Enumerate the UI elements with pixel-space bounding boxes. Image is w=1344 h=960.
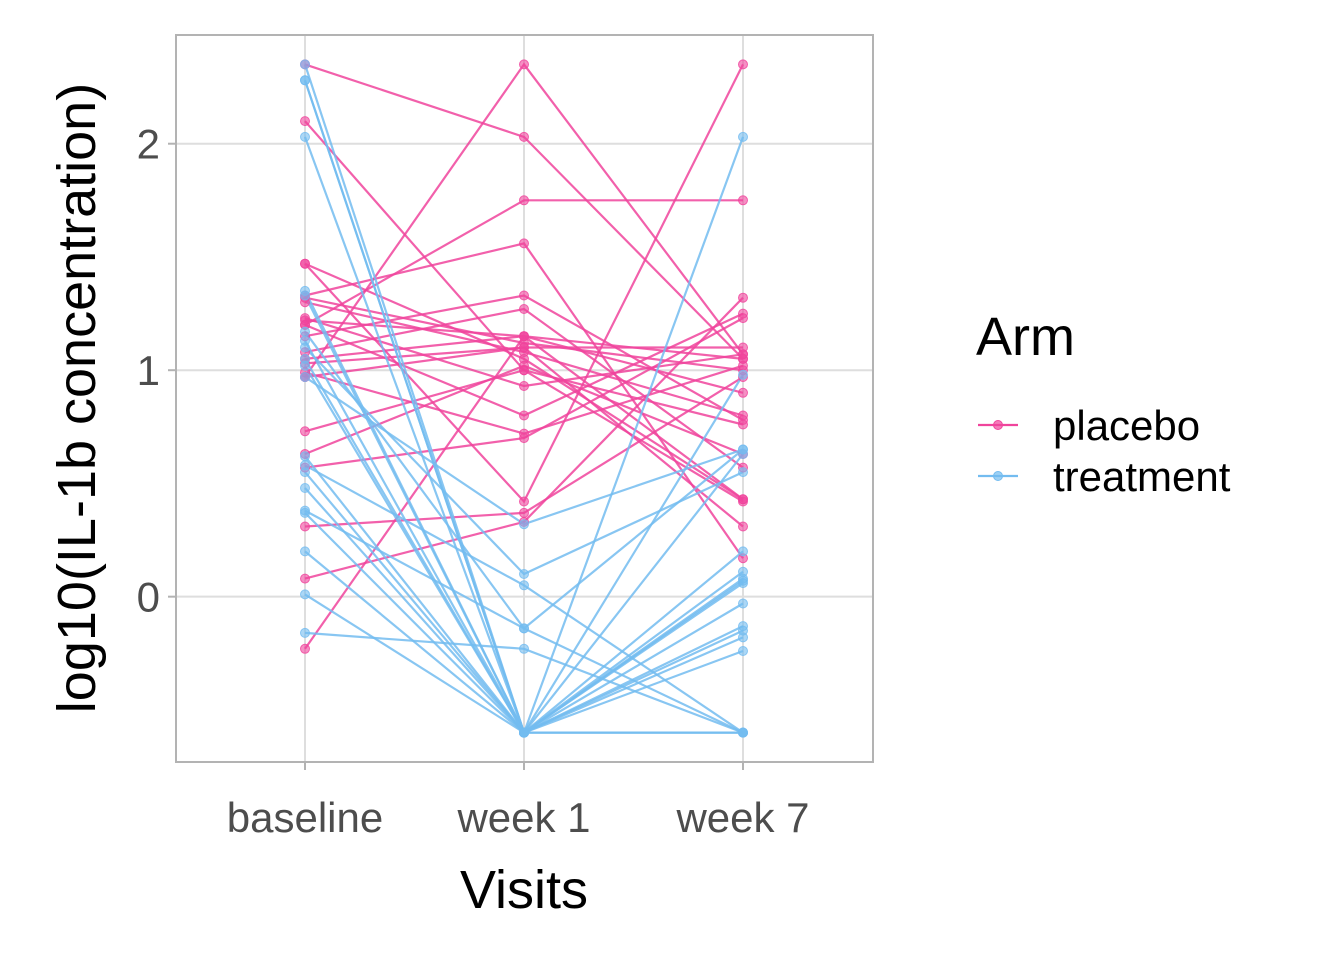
data-point-placebo <box>738 521 748 532</box>
data-point-treatment <box>519 643 529 654</box>
data-point-treatment <box>300 546 310 557</box>
legend-label-treatment: treatment <box>1053 453 1231 500</box>
x-tick-label: week 7 <box>675 794 809 841</box>
data-point-treatment <box>738 646 748 656</box>
data-point-placebo <box>738 195 748 206</box>
data-point-placebo <box>738 494 748 505</box>
data-point-treatment <box>738 444 748 455</box>
data-point-placebo <box>519 131 529 142</box>
data-point-treatment <box>738 578 748 589</box>
data-point-treatment <box>519 569 529 579</box>
data-point-placebo <box>300 426 310 437</box>
data-point-treatment <box>300 131 310 142</box>
data-point-treatment <box>738 727 748 738</box>
data-point-placebo <box>300 573 310 584</box>
data-point-treatment <box>300 627 310 638</box>
legend-label-placebo: placebo <box>1053 402 1200 449</box>
data-point-placebo <box>738 292 748 303</box>
legend-key-point-treatment <box>993 471 1003 481</box>
legend-title: Arm <box>976 307 1075 367</box>
data-point-treatment <box>300 342 310 353</box>
data-point-placebo <box>738 419 748 430</box>
data-point-placebo <box>519 507 529 518</box>
data-point-treatment <box>738 546 748 557</box>
y-tick-label: 0 <box>137 574 160 621</box>
data-point-treatment <box>300 372 310 382</box>
data-point-treatment <box>300 451 310 462</box>
data-points <box>300 59 748 738</box>
data-point-treatment <box>738 566 748 577</box>
data-point-placebo <box>519 410 529 421</box>
legend-key-point-placebo <box>993 420 1003 430</box>
data-point-placebo <box>738 387 748 398</box>
data-point-placebo <box>519 433 529 444</box>
data-point-placebo <box>738 360 748 371</box>
data-point-treatment <box>738 625 748 636</box>
data-point-treatment <box>300 59 310 70</box>
data-point-placebo <box>519 195 529 206</box>
data-point-placebo <box>519 238 529 249</box>
data-point-treatment <box>300 75 310 86</box>
data-point-treatment <box>300 467 310 478</box>
data-point-placebo <box>519 342 529 353</box>
y-tick-label: 2 <box>137 121 160 168</box>
data-point-placebo <box>519 331 529 342</box>
data-point-treatment <box>519 623 529 634</box>
x-axis-title: Visits <box>460 860 588 920</box>
data-point-treatment <box>519 519 529 530</box>
data-point-placebo <box>738 313 748 324</box>
data-point-treatment <box>519 727 529 738</box>
x-tick-label: baseline <box>227 794 383 841</box>
data-point-placebo <box>519 360 529 371</box>
y-tick-label: 1 <box>137 347 160 394</box>
y-axis-title: log10(IL-1b concentration) <box>47 83 107 713</box>
data-point-treatment <box>738 598 748 609</box>
data-point-placebo <box>519 290 529 301</box>
data-point-placebo <box>519 304 529 314</box>
data-point-treatment <box>738 369 748 380</box>
data-point-treatment <box>300 290 310 301</box>
data-point-placebo <box>300 643 310 654</box>
data-point-treatment <box>300 483 310 493</box>
data-point-placebo <box>300 521 310 532</box>
data-point-treatment <box>738 131 748 142</box>
data-point-placebo <box>519 381 529 391</box>
data-point-treatment <box>300 589 310 600</box>
data-point-treatment <box>519 580 529 591</box>
data-point-placebo <box>300 258 310 269</box>
data-point-treatment <box>300 507 310 518</box>
data-point-placebo <box>519 59 529 70</box>
x-tick-label: week 1 <box>456 794 590 841</box>
axes: 0 1 2 baseline week 1 week 7 <box>137 121 810 841</box>
data-point-placebo <box>519 496 529 507</box>
data-point-treatment <box>738 467 748 478</box>
data-point-treatment <box>300 326 310 337</box>
data-point-placebo <box>300 116 310 127</box>
data-point-placebo <box>738 59 748 70</box>
data-point-treatment <box>300 360 310 371</box>
data-point-placebo <box>738 349 748 360</box>
